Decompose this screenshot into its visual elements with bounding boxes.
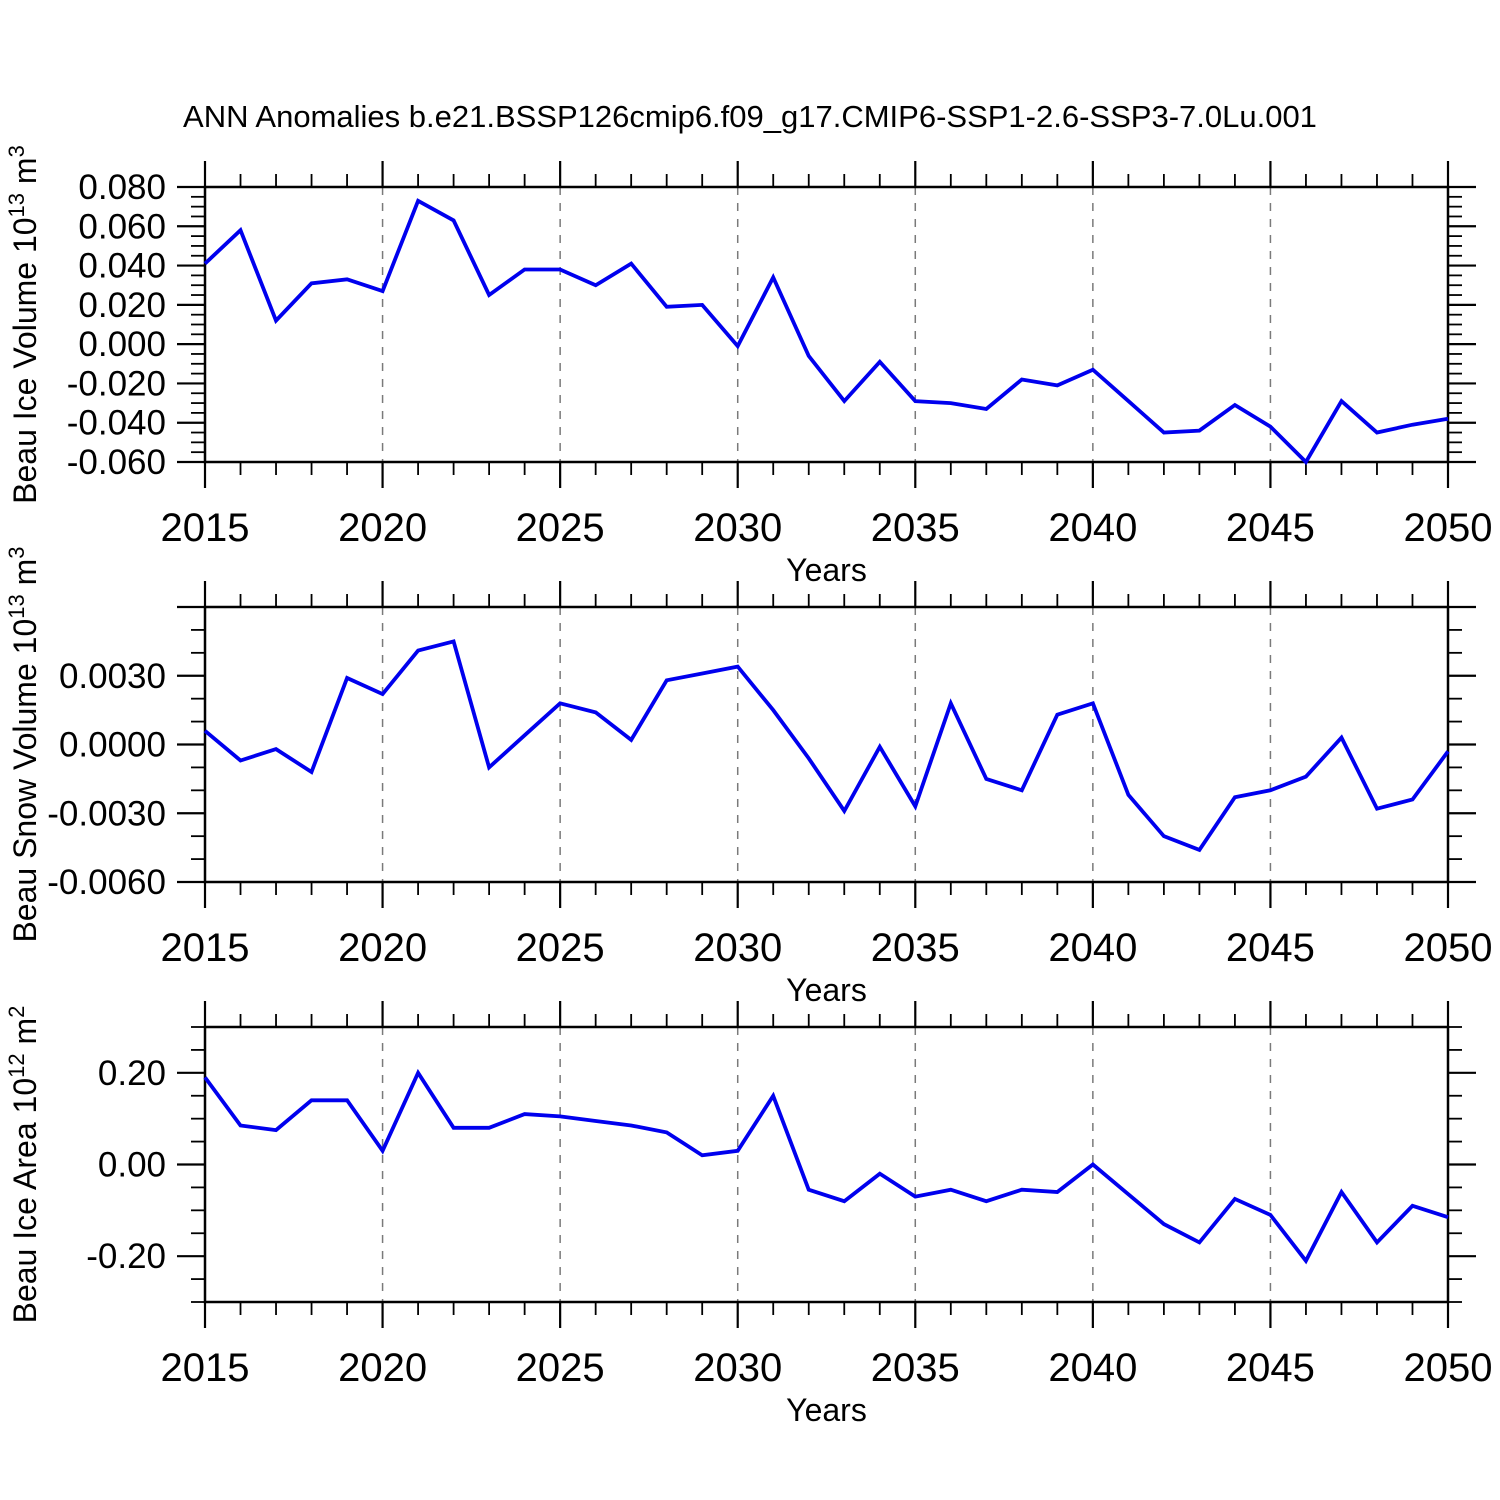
data-line [203, 198, 1449, 466]
y-axis-title: Beau Snow Volume 1013 m3 [4, 546, 43, 942]
y-axis-title: Beau Ice Volume 1013 m3 [4, 145, 43, 504]
y-tick-label: -0.20 [86, 1237, 166, 1276]
y-tick-label: -0.0030 [47, 794, 166, 833]
y-tick-label: 0.080 [78, 168, 166, 207]
x-tick-label: 2035 [871, 926, 960, 970]
panel-2: 0.0030 0.0000 -0.0030 -0.0060 2015 2020 2025 20… [4, 546, 1492, 1008]
x-tick-label: 2050 [1404, 1346, 1493, 1390]
y-tick-label: -0.0060 [47, 863, 166, 902]
data-line [203, 1068, 1449, 1265]
data-line [203, 639, 1450, 853]
y-tick-label: 0.020 [78, 286, 166, 325]
x-tick-label: 2020 [338, 1346, 427, 1390]
x-tick-label: 2045 [1226, 926, 1315, 970]
y-tick-label: 0.060 [78, 207, 166, 246]
y-tick-label: -0.060 [67, 443, 166, 482]
x-tick-label: 2025 [516, 506, 605, 550]
y-tick-label: -0.020 [67, 364, 166, 403]
plot-box [203, 605, 1450, 884]
x-tick-label: 2035 [871, 506, 960, 550]
x-tick-label: 2040 [1048, 926, 1137, 970]
x-tick-label: 2020 [338, 926, 427, 970]
x-tick-label: 2050 [1404, 926, 1493, 970]
x-tick-label: 2030 [693, 506, 782, 550]
x-tick-label: 2030 [693, 926, 782, 970]
y-tick-label: 0.000 [78, 325, 166, 364]
x-axis-title: Years [786, 552, 867, 588]
x-axis-title: Years [786, 1392, 867, 1428]
x-tick-label: 2040 [1048, 506, 1137, 550]
x-tick-label: 2025 [516, 926, 605, 970]
x-tick-label: 2040 [1048, 1346, 1137, 1390]
y-tick-label: 0.0030 [59, 657, 166, 696]
y-tick-label: 0.040 [78, 247, 166, 286]
x-tick-label: 2015 [161, 506, 250, 550]
x-tick-label: 2020 [338, 506, 427, 550]
y-tick-label: -0.040 [67, 404, 166, 443]
plot-box [203, 1025, 1450, 1304]
y-tick-label: 0.20 [98, 1054, 166, 1093]
y-tick-label: 0.0000 [59, 726, 166, 765]
x-tick-label: 2045 [1226, 506, 1315, 550]
x-tick-label: 2035 [871, 1346, 960, 1390]
figure-title: ANN Anomalies b.e21.BSSP126cmip6.f09_g17… [183, 99, 1317, 134]
x-tick-label: 2030 [693, 1346, 782, 1390]
y-axis-title: Beau Ice Area 1012 m2 [4, 1006, 43, 1324]
x-tick-label: 2045 [1226, 1346, 1315, 1390]
x-axis-title: Years [786, 972, 867, 1008]
x-tick-label: 2025 [516, 1346, 605, 1390]
panel-3: 0.20 0.00 -0.20 2015 2020 2025 2030 2035 2040 204… [4, 1001, 1492, 1428]
x-tick-label: 2015 [161, 926, 250, 970]
x-tick-label: 2015 [161, 1346, 250, 1390]
x-tick-label: 2050 [1404, 506, 1493, 550]
y-tick-label: 0.00 [98, 1146, 166, 1185]
panel-1: 0.0800.0600.0400.0200.000-0.020-0.040-0.… [4, 145, 1492, 588]
